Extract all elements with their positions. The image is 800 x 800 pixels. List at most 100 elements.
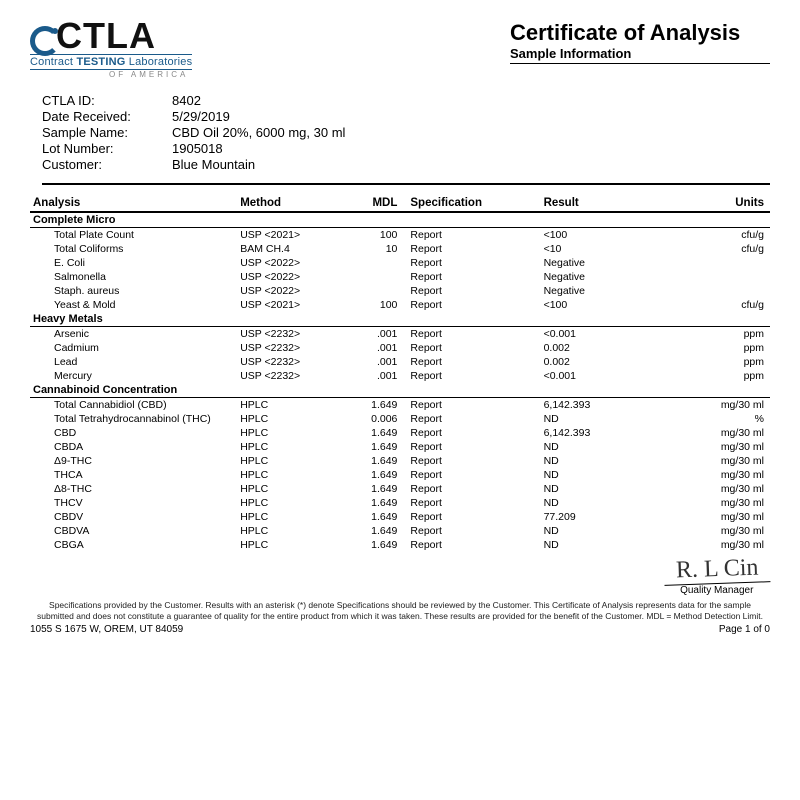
- cell: ND: [541, 524, 674, 538]
- cell: Lead: [30, 355, 237, 369]
- table-row: THCAHPLC1.649ReportNDmg/30 ml: [30, 468, 770, 482]
- cell: Total Cannabidiol (CBD): [30, 398, 237, 413]
- cell: mg/30 ml: [674, 454, 770, 468]
- certificate-subtitle: Sample Information: [510, 46, 770, 64]
- cell: Report: [407, 327, 540, 342]
- cell: 1.649: [348, 468, 407, 482]
- cell: [674, 270, 770, 284]
- cell: .001: [348, 369, 407, 383]
- cell: 1.649: [348, 496, 407, 510]
- cell: Report: [407, 355, 540, 369]
- cell: HPLC: [237, 412, 348, 426]
- cell: E. Coli: [30, 256, 237, 270]
- cell: 10: [348, 242, 407, 256]
- cell: ND: [541, 496, 674, 510]
- col-method: Method: [237, 195, 348, 212]
- cell: Report: [407, 369, 540, 383]
- info-row: Customer:Blue Mountain: [42, 157, 770, 172]
- cell: HPLC: [237, 482, 348, 496]
- cell: Report: [407, 510, 540, 524]
- cell: CBDVA: [30, 524, 237, 538]
- cell: CBD: [30, 426, 237, 440]
- cell: Report: [407, 454, 540, 468]
- cell: 1.649: [348, 510, 407, 524]
- info-value: 5/29/2019: [172, 109, 230, 124]
- cell: Report: [407, 538, 540, 552]
- section-header: Complete Micro: [30, 212, 770, 228]
- info-row: Date Received:5/29/2019: [42, 109, 770, 124]
- cell: Salmonella: [30, 270, 237, 284]
- cell: 1.649: [348, 524, 407, 538]
- cell: HPLC: [237, 440, 348, 454]
- cell: HPLC: [237, 538, 348, 552]
- table-row: ArsenicUSP <2232>.001Report<0.001ppm: [30, 327, 770, 342]
- table-row: Total Cannabidiol (CBD)HPLC1.649Report6,…: [30, 398, 770, 413]
- cell: Report: [407, 398, 540, 413]
- cell: ppm: [674, 341, 770, 355]
- cell: Report: [407, 468, 540, 482]
- signature-scribble: R. L Cin: [663, 555, 770, 587]
- cell: Report: [407, 341, 540, 355]
- cell: 1.649: [348, 398, 407, 413]
- signature-label: Quality Manager: [664, 585, 770, 596]
- table-row: Total Plate CountUSP <2021>100Report<100…: [30, 228, 770, 243]
- table-row: CBDVAHPLC1.649ReportNDmg/30 ml: [30, 524, 770, 538]
- cell: mg/30 ml: [674, 496, 770, 510]
- col-result: Result: [541, 195, 674, 212]
- cell: USP <2021>: [237, 298, 348, 312]
- cell: ND: [541, 412, 674, 426]
- cell: HPLC: [237, 524, 348, 538]
- section-name: Complete Micro: [30, 212, 770, 228]
- footer-address: 1055 S 1675 W, OREM, UT 84059: [30, 624, 183, 635]
- cell: Negative: [541, 284, 674, 298]
- table-row: Staph. aureusUSP <2022>ReportNegative: [30, 284, 770, 298]
- col-spec: Specification: [407, 195, 540, 212]
- cell: Report: [407, 242, 540, 256]
- cell: Report: [407, 284, 540, 298]
- col-analysis: Analysis: [30, 195, 237, 212]
- cell: mg/30 ml: [674, 398, 770, 413]
- cell: ND: [541, 538, 674, 552]
- cell: [348, 256, 407, 270]
- info-label: Customer:: [42, 157, 172, 172]
- table-row: CBDAHPLC1.649ReportNDmg/30 ml: [30, 440, 770, 454]
- cell: ppm: [674, 355, 770, 369]
- cell: Report: [407, 440, 540, 454]
- cell: Staph. aureus: [30, 284, 237, 298]
- cell: HPLC: [237, 454, 348, 468]
- info-row: Sample Name:CBD Oil 20%, 6000 mg, 30 ml: [42, 125, 770, 140]
- cell: CBGA: [30, 538, 237, 552]
- cell: Yeast & Mold: [30, 298, 237, 312]
- table-row: E. ColiUSP <2022>ReportNegative: [30, 256, 770, 270]
- certificate-title: Certificate of Analysis: [510, 20, 770, 46]
- section-name: Cannabinoid Concentration: [30, 383, 770, 398]
- cell: ND: [541, 454, 674, 468]
- cell: USP <2022>: [237, 270, 348, 284]
- cell: Report: [407, 412, 540, 426]
- disclaimer-text: Specifications provided by the Customer.…: [30, 600, 770, 620]
- cell: ND: [541, 468, 674, 482]
- cell: THCV: [30, 496, 237, 510]
- cell: 1.649: [348, 538, 407, 552]
- info-value: Blue Mountain: [172, 157, 255, 172]
- cell: Report: [407, 298, 540, 312]
- col-mdl: MDL: [348, 195, 407, 212]
- cell: USP <2021>: [237, 228, 348, 243]
- sample-info: CTLA ID:8402Date Received:5/29/2019Sampl…: [42, 93, 770, 185]
- cell: ND: [541, 482, 674, 496]
- cell: 6,142.393: [541, 398, 674, 413]
- section-header: Heavy Metals: [30, 312, 770, 327]
- cell: %: [674, 412, 770, 426]
- cell: <100: [541, 298, 674, 312]
- cell: Negative: [541, 256, 674, 270]
- signature-block: R. L Cin Quality Manager: [664, 556, 770, 596]
- cell: 0.006: [348, 412, 407, 426]
- cell: 6,142.393: [541, 426, 674, 440]
- cell: mg/30 ml: [674, 440, 770, 454]
- cell: HPLC: [237, 510, 348, 524]
- table-row: CBDVHPLC1.649Report77.209mg/30 ml: [30, 510, 770, 524]
- cell: USP <2232>: [237, 369, 348, 383]
- table-row: Δ8-THCHPLC1.649ReportNDmg/30 ml: [30, 482, 770, 496]
- cell: <100: [541, 228, 674, 243]
- info-label: Sample Name:: [42, 125, 172, 140]
